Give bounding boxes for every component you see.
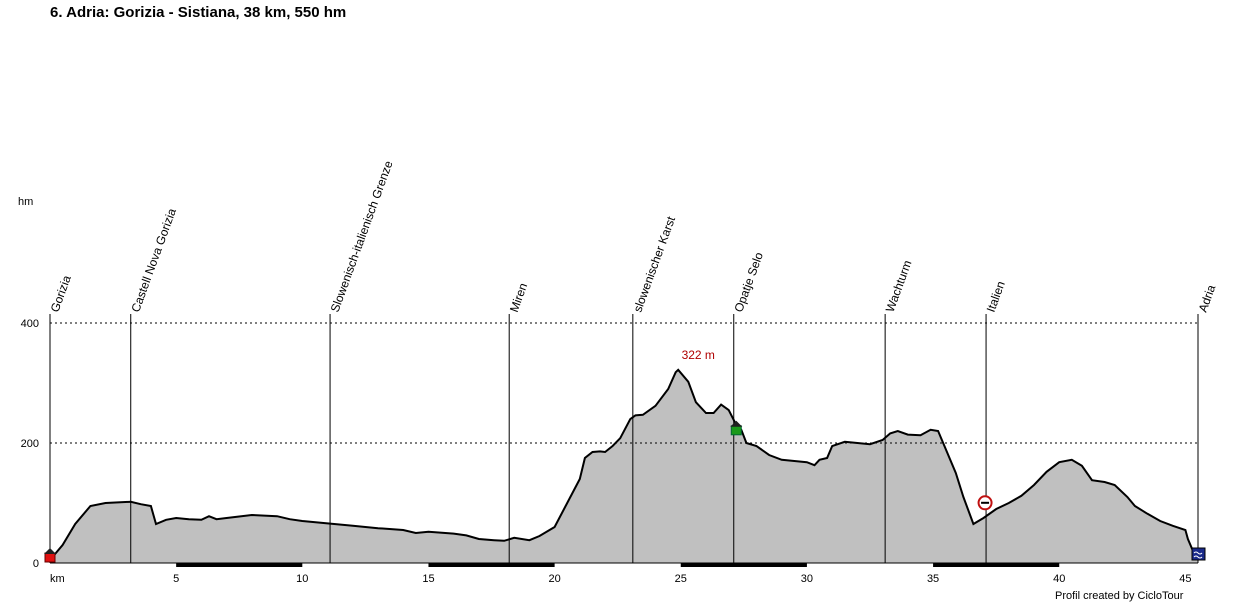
x-tick-label: 30: [801, 573, 813, 585]
x-tick-label: 40: [1053, 573, 1065, 585]
house-roof-icon: [730, 420, 743, 427]
y-tick-label: 400: [21, 318, 39, 330]
x-tick-label: 15: [422, 573, 434, 585]
page-title: 6. Adria: Gorizia - Sistiana, 38 km, 550…: [50, 4, 347, 21]
waypoint-label: Gorizia: [48, 273, 74, 314]
house-icon: [730, 425, 742, 436]
x-tick-label: 5: [173, 573, 179, 585]
x-tick-label: 10: [296, 573, 308, 585]
start-marker-icon: [44, 552, 56, 563]
credit-text: Profil created by CicloTour: [1055, 590, 1184, 602]
y-tick-label: 0: [33, 558, 39, 570]
x-axis-unit-label: km: [50, 573, 65, 585]
waypoint-label: Castell Nova Gorizia: [128, 206, 179, 314]
x-tick-label: 20: [548, 573, 560, 585]
waypoint-label: Adria: [1196, 283, 1219, 314]
y-axis-unit: hm: [18, 196, 34, 208]
x-tick-label: 25: [675, 573, 687, 585]
peak-elevation-label: 322 m: [682, 348, 715, 362]
profile-line: [49, 368, 1199, 561]
x-tick-label: 35: [927, 573, 939, 585]
border-sign-bar-icon: [981, 501, 990, 504]
waypoint-label: Italien: [984, 279, 1008, 314]
sea-wave-icon: [1193, 551, 1203, 559]
profile-area: [50, 369, 1198, 563]
waypoint-label: Miren: [507, 281, 530, 314]
waypoint-label: Slowenisch-italienisch Grenze: [328, 159, 396, 315]
x-tick-label: 45: [1179, 573, 1191, 585]
y-tick-label: 200: [21, 438, 39, 450]
waypoint-label: Opatje Selo: [731, 250, 766, 314]
waypoint-label: slowenischer Karst: [630, 214, 678, 314]
start-house-roof-icon: [44, 548, 56, 554]
waypoint-label: Wachturm: [883, 258, 915, 314]
